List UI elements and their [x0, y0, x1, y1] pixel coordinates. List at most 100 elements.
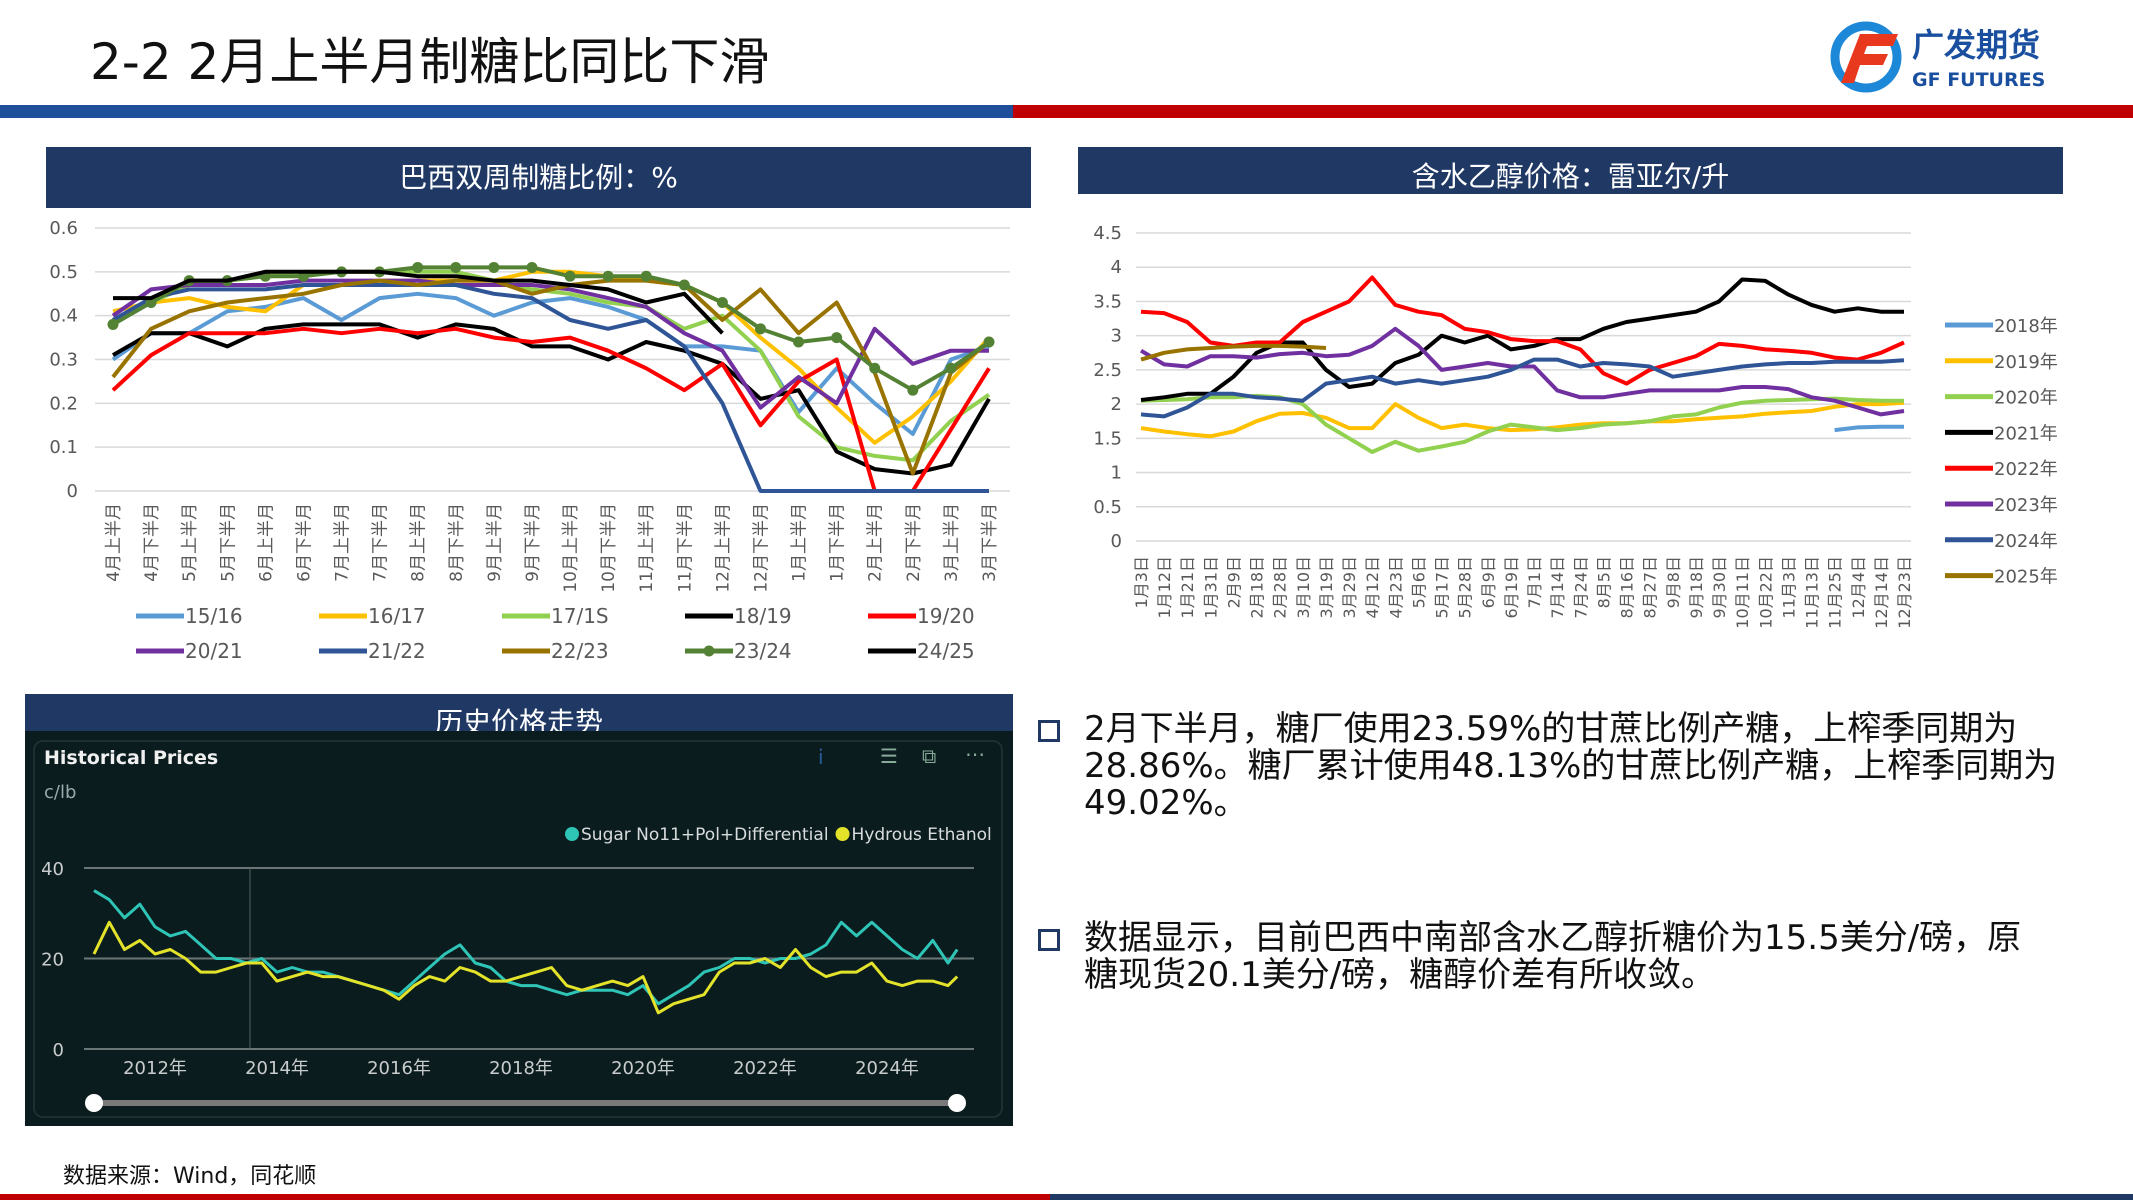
filter-icon[interactable]: ☰ — [880, 744, 898, 768]
x-tick-label: 6月上半月 — [256, 503, 276, 582]
x-tick-label: 11月25日 — [1826, 556, 1845, 629]
legend-label: 20/21 — [185, 639, 243, 663]
legend-label: 19/20 — [917, 604, 975, 628]
x-tick-label: 11月3日 — [1779, 556, 1798, 619]
x-tick-label: 7月24日 — [1571, 556, 1590, 619]
x-tick-label: 2月18日 — [1248, 556, 1267, 619]
logo-cn-text: 广发期货 — [1912, 26, 2040, 64]
x-tick-label: 10月下半月 — [599, 503, 619, 593]
series-line-22-23 — [111, 278, 991, 476]
legend-label: 16/17 — [368, 604, 426, 628]
series-marker — [945, 362, 957, 374]
y-tick-label: 0 — [53, 1040, 64, 1061]
x-tick-label: 1月21日 — [1178, 556, 1197, 619]
x-tick-label: 6月下半月 — [294, 503, 314, 582]
x-tick-label: 3月下半月 — [980, 503, 1000, 582]
x-tick-label: 9月8日 — [1664, 556, 1683, 608]
commentary-paragraph-2: 数据显示，目前巴西中南部含水乙醇折糖价为15.5美分/磅，原 糖现货20.1美分… — [1084, 920, 2021, 994]
series-line-2025年 — [1140, 343, 1327, 362]
y-tick-label: 1.5 — [1093, 428, 1122, 449]
header-divider-blue — [0, 105, 1013, 118]
series-marker — [107, 318, 119, 330]
x-tick-label: 4月23日 — [1386, 556, 1405, 619]
range-slider-end-handle[interactable] — [948, 1094, 966, 1112]
x-tick-label: 3月上半月 — [942, 503, 962, 582]
y-tick-label: 0.3 — [49, 350, 78, 371]
y-tick-label: 1 — [1111, 463, 1122, 484]
x-tick-label: 5月17日 — [1433, 556, 1452, 619]
x-tick-label: 11月下半月 — [675, 503, 695, 593]
y-tick-label: 2 — [1111, 394, 1122, 415]
x-tick-label: 7月上半月 — [333, 503, 353, 582]
series-marker — [869, 362, 881, 374]
y-tick-label: 40 — [41, 859, 64, 880]
legend-label: 2024年 — [1994, 531, 2058, 552]
x-tick-label: 6月19日 — [1502, 556, 1521, 619]
x-tick-label: 9月下半月 — [523, 503, 543, 582]
x-tick-label: 11月13日 — [1803, 556, 1822, 629]
legend-label: Hydrous Ethanol — [852, 825, 992, 845]
range-slider-start-handle[interactable] — [85, 1094, 103, 1112]
historical-prices-title: Historical Prices — [44, 747, 219, 769]
y-tick-label: 4.5 — [1093, 223, 1122, 244]
text-line: 糖现货20.1美分/磅，糖醇价差有所收敛。 — [1084, 955, 1716, 995]
series-line-23-24 — [112, 265, 991, 393]
data-source: 数据来源：Wind，同花顺 — [63, 1164, 317, 1189]
legend-label: 2020年 — [1994, 388, 2058, 409]
x-tick-label: 5月6日 — [1409, 556, 1428, 608]
x-tick-label: 3月29日 — [1340, 556, 1359, 619]
legend-marker — [703, 645, 715, 657]
x-tick-label: 8月上半月 — [409, 503, 429, 582]
series-marker — [754, 323, 766, 335]
expand-icon[interactable]: ⧉ — [922, 744, 937, 768]
x-tick-label: 12月下半月 — [751, 503, 771, 593]
text-line: 28.86%。糖厂累计使用48.13%的甘蔗比例产糖，上榨季同期为 — [1084, 746, 2058, 786]
x-tick-label: 5月下半月 — [218, 503, 238, 582]
x-tick-label: 10月上半月 — [561, 503, 581, 593]
x-tick-label: 7月下半月 — [371, 503, 391, 582]
x-tick-label: 12月4日 — [1849, 556, 1868, 619]
y-tick-label: 4 — [1111, 257, 1122, 278]
y-tick-label: 0 — [1111, 531, 1122, 552]
legend-label: 2021年 — [1994, 423, 2058, 444]
y-tick-label: 0.2 — [49, 393, 78, 414]
x-tick-label: 2月上半月 — [866, 503, 886, 582]
legend-label: 2022年 — [1994, 459, 2058, 480]
y-tick-label: 3 — [1111, 326, 1122, 347]
x-tick-label: 1月下半月 — [828, 503, 848, 582]
x-tick-label: 4月下半月 — [142, 503, 162, 582]
series-marker — [678, 279, 690, 291]
bullet-square-icon — [1038, 929, 1060, 951]
historical-prices-card — [33, 740, 1003, 1118]
x-tick-label: 1月上半月 — [790, 503, 810, 582]
commentary-paragraph-1: 2月下半月，糖厂使用23.59%的甘蔗比例产糖，上榨季同期为 28.86%。糖厂… — [1084, 711, 2057, 822]
y-tick-label: 0.1 — [49, 437, 78, 458]
x-tick-label: 9月上半月 — [485, 503, 505, 582]
x-tick-label: 12月23日 — [1895, 556, 1914, 629]
text-line: 2月下半月，糖厂使用23.59%的甘蔗比例产糖，上榨季同期为 — [1084, 709, 2018, 749]
legend-dot — [835, 827, 850, 841]
series-marker — [983, 336, 995, 348]
legend-label: 2019年 — [1994, 352, 2058, 373]
y-tick-label: 3.5 — [1093, 291, 1122, 312]
page-title: 2-2 2月上半月制糖比同比下滑 — [90, 33, 770, 91]
x-tick-label: 7月1日 — [1525, 556, 1544, 608]
legend-label: 22/23 — [551, 639, 609, 663]
series-marker — [640, 270, 652, 282]
more-icon[interactable]: ⋯ — [965, 742, 985, 766]
info-icon[interactable]: i — [818, 745, 824, 769]
legend-label: 17/1S — [551, 604, 609, 628]
series-marker — [793, 336, 805, 348]
series-marker — [907, 384, 919, 396]
series-marker — [564, 270, 576, 282]
series-marker — [412, 261, 424, 273]
series-line-21-22 — [112, 283, 989, 493]
series-line-Hydrous-Ethanol — [92, 920, 959, 1015]
series-line-15-16 — [111, 291, 990, 436]
series-marker — [450, 261, 462, 273]
legend-label: 15/16 — [185, 604, 243, 628]
header-divider-red — [1013, 105, 2133, 118]
legend-label: 18/19 — [734, 604, 792, 628]
x-tick-label: 3月10日 — [1294, 556, 1313, 619]
text-line: 数据显示，目前巴西中南部含水乙醇折糖价为15.5美分/磅，原 — [1084, 918, 2022, 958]
